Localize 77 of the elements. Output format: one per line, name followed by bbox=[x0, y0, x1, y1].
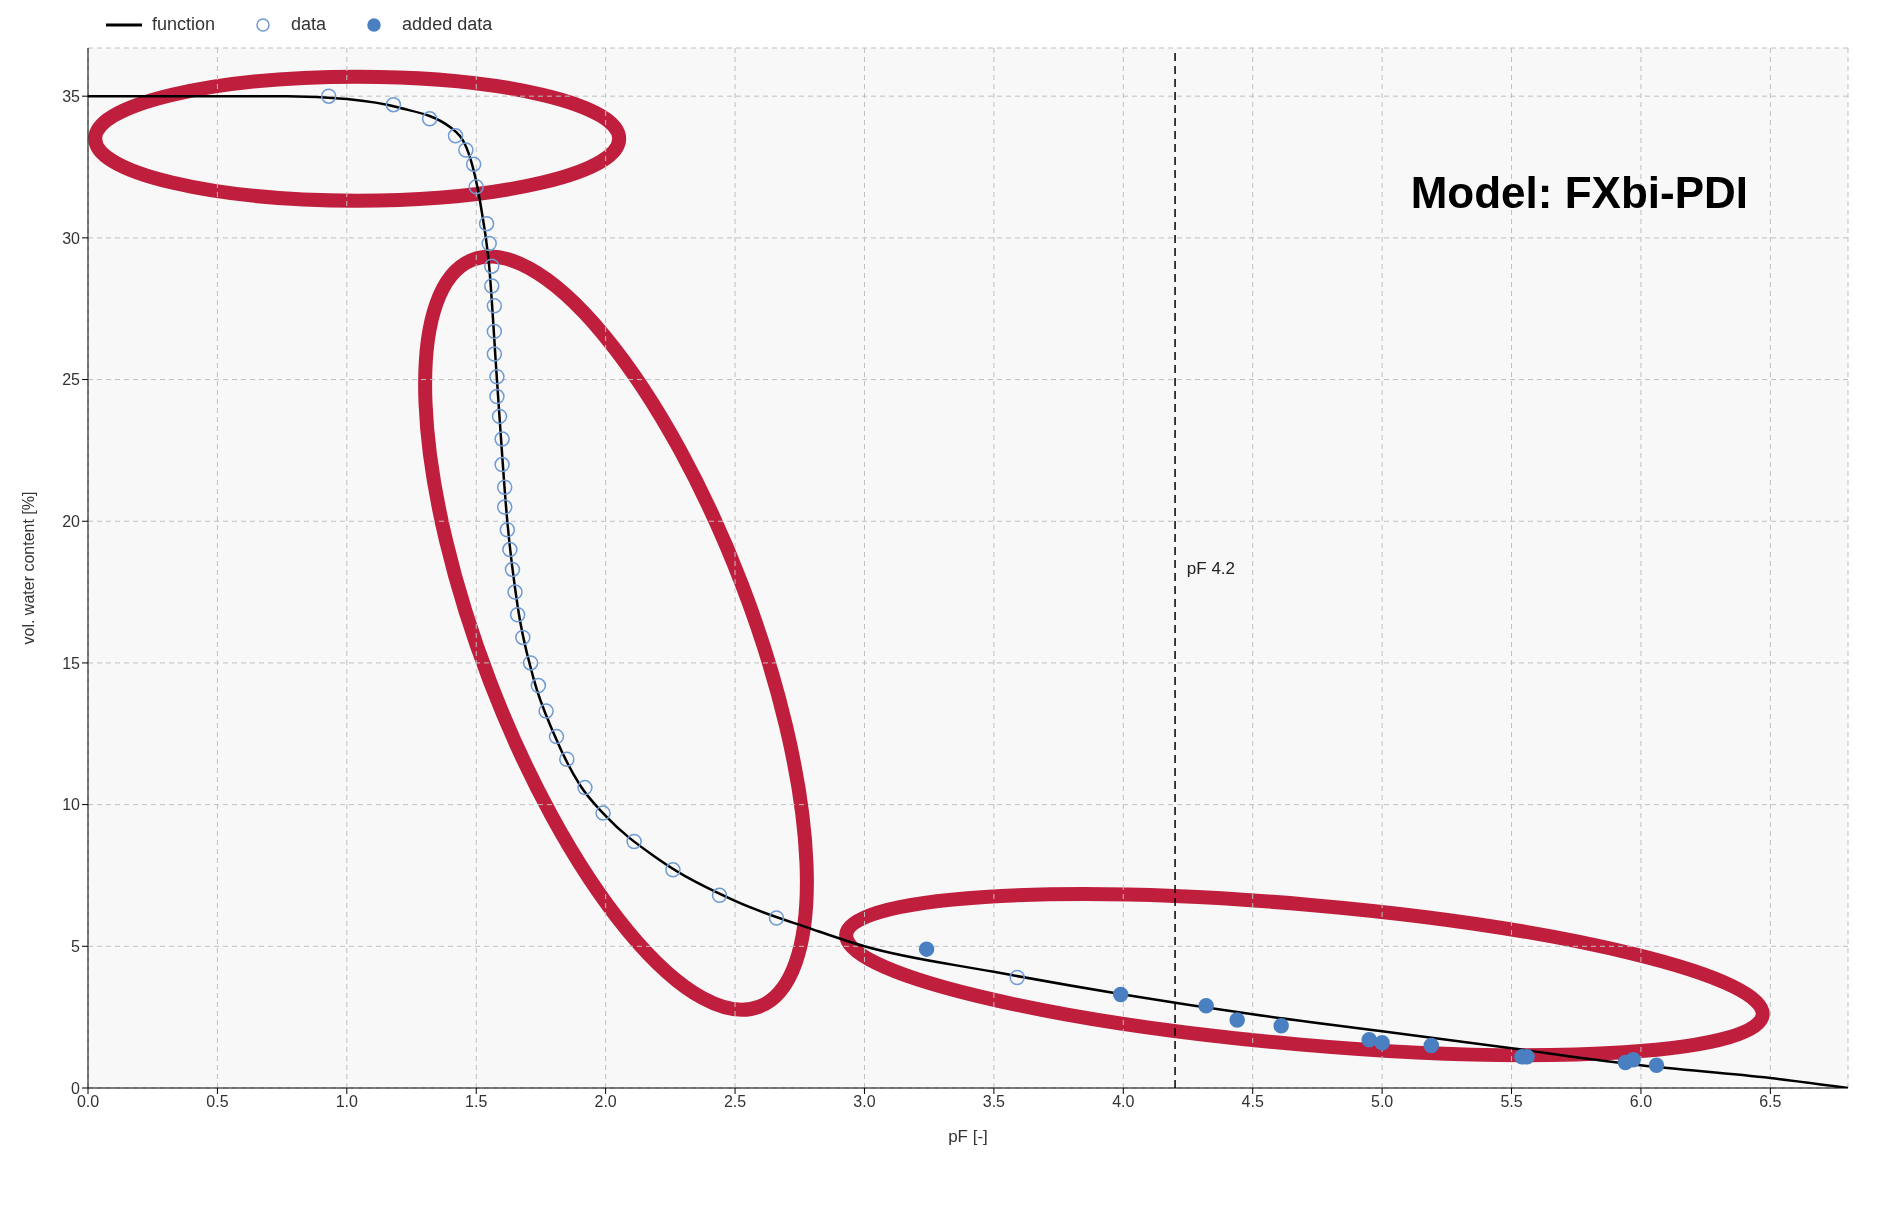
y-tick-label: 35 bbox=[62, 87, 81, 105]
y-axis-title: vol. water content [%] bbox=[19, 491, 37, 645]
point bbox=[491, 408, 508, 425]
point bbox=[559, 751, 575, 768]
x-tick-label: 6.5 bbox=[1759, 1093, 1782, 1111]
point bbox=[548, 728, 565, 745]
point bbox=[522, 655, 539, 671]
x-tick-label: 1.0 bbox=[335, 1093, 359, 1111]
point bbox=[1361, 1032, 1377, 1048]
point bbox=[465, 156, 482, 172]
point bbox=[768, 910, 785, 926]
point bbox=[496, 499, 513, 515]
point bbox=[530, 677, 547, 694]
point bbox=[507, 584, 523, 600]
x-tick-label: 4.5 bbox=[1241, 1093, 1264, 1111]
point bbox=[1648, 1057, 1665, 1074]
point bbox=[1273, 1017, 1289, 1034]
legend-label: function bbox=[152, 14, 216, 35]
point bbox=[665, 862, 681, 878]
x-tick-label: 0.0 bbox=[76, 1093, 100, 1111]
point bbox=[711, 887, 728, 904]
y-tick-label: 5 bbox=[71, 937, 81, 955]
y-tick-label: 30 bbox=[62, 229, 81, 247]
legend-label: added data bbox=[402, 14, 493, 35]
point bbox=[320, 88, 337, 104]
point bbox=[595, 805, 611, 821]
point bbox=[504, 561, 521, 578]
annotation: Model: FXbi-PDI bbox=[1410, 168, 1748, 218]
point bbox=[421, 111, 438, 127]
x-axis-title: pF [-] bbox=[948, 1127, 988, 1146]
ref-line-label: pF 4.2 bbox=[1186, 559, 1236, 579]
x-tick-label: 1.5 bbox=[465, 1093, 488, 1111]
x-tick-label: 3.5 bbox=[982, 1093, 1006, 1111]
x-tick-label: 2.0 bbox=[594, 1093, 617, 1111]
point bbox=[502, 541, 518, 558]
point bbox=[496, 479, 513, 495]
point bbox=[484, 278, 500, 294]
point bbox=[494, 431, 510, 447]
x-tick-label: 5.0 bbox=[1370, 1093, 1394, 1111]
point bbox=[538, 703, 554, 719]
point bbox=[486, 346, 503, 362]
point bbox=[1374, 1034, 1390, 1051]
point bbox=[385, 96, 402, 113]
point bbox=[1625, 1051, 1641, 1068]
point bbox=[478, 215, 495, 232]
x-tick-label: 3.0 bbox=[853, 1093, 876, 1111]
point bbox=[626, 833, 642, 850]
y-tick-label: 25 bbox=[62, 371, 81, 389]
point bbox=[1009, 969, 1025, 986]
x-tick-label: 4.0 bbox=[1112, 1093, 1135, 1111]
point bbox=[1229, 1012, 1245, 1028]
y-tick-label: 20 bbox=[62, 512, 81, 530]
point bbox=[458, 142, 474, 158]
point bbox=[484, 258, 500, 274]
point bbox=[481, 235, 497, 252]
point bbox=[486, 323, 503, 340]
point bbox=[447, 128, 464, 144]
y-tick-label: 15 bbox=[62, 654, 81, 672]
point bbox=[1423, 1037, 1440, 1054]
x-tick-label: 0.5 bbox=[206, 1093, 229, 1111]
point bbox=[499, 521, 516, 538]
point bbox=[489, 388, 505, 405]
point bbox=[1198, 998, 1214, 1014]
point bbox=[509, 607, 526, 623]
point bbox=[918, 941, 935, 957]
legend-label: data bbox=[291, 14, 327, 35]
x-tick-label: 6.0 bbox=[1629, 1093, 1653, 1111]
point bbox=[489, 368, 505, 385]
point bbox=[1112, 986, 1129, 1003]
x-tick-label: 5.5 bbox=[1500, 1093, 1523, 1111]
x-tick-label: 2.5 bbox=[723, 1093, 747, 1111]
point bbox=[577, 779, 593, 796]
y-tick-label: 10 bbox=[62, 796, 81, 814]
point bbox=[486, 298, 503, 314]
point bbox=[515, 629, 531, 646]
point bbox=[494, 456, 510, 473]
point bbox=[468, 179, 484, 195]
